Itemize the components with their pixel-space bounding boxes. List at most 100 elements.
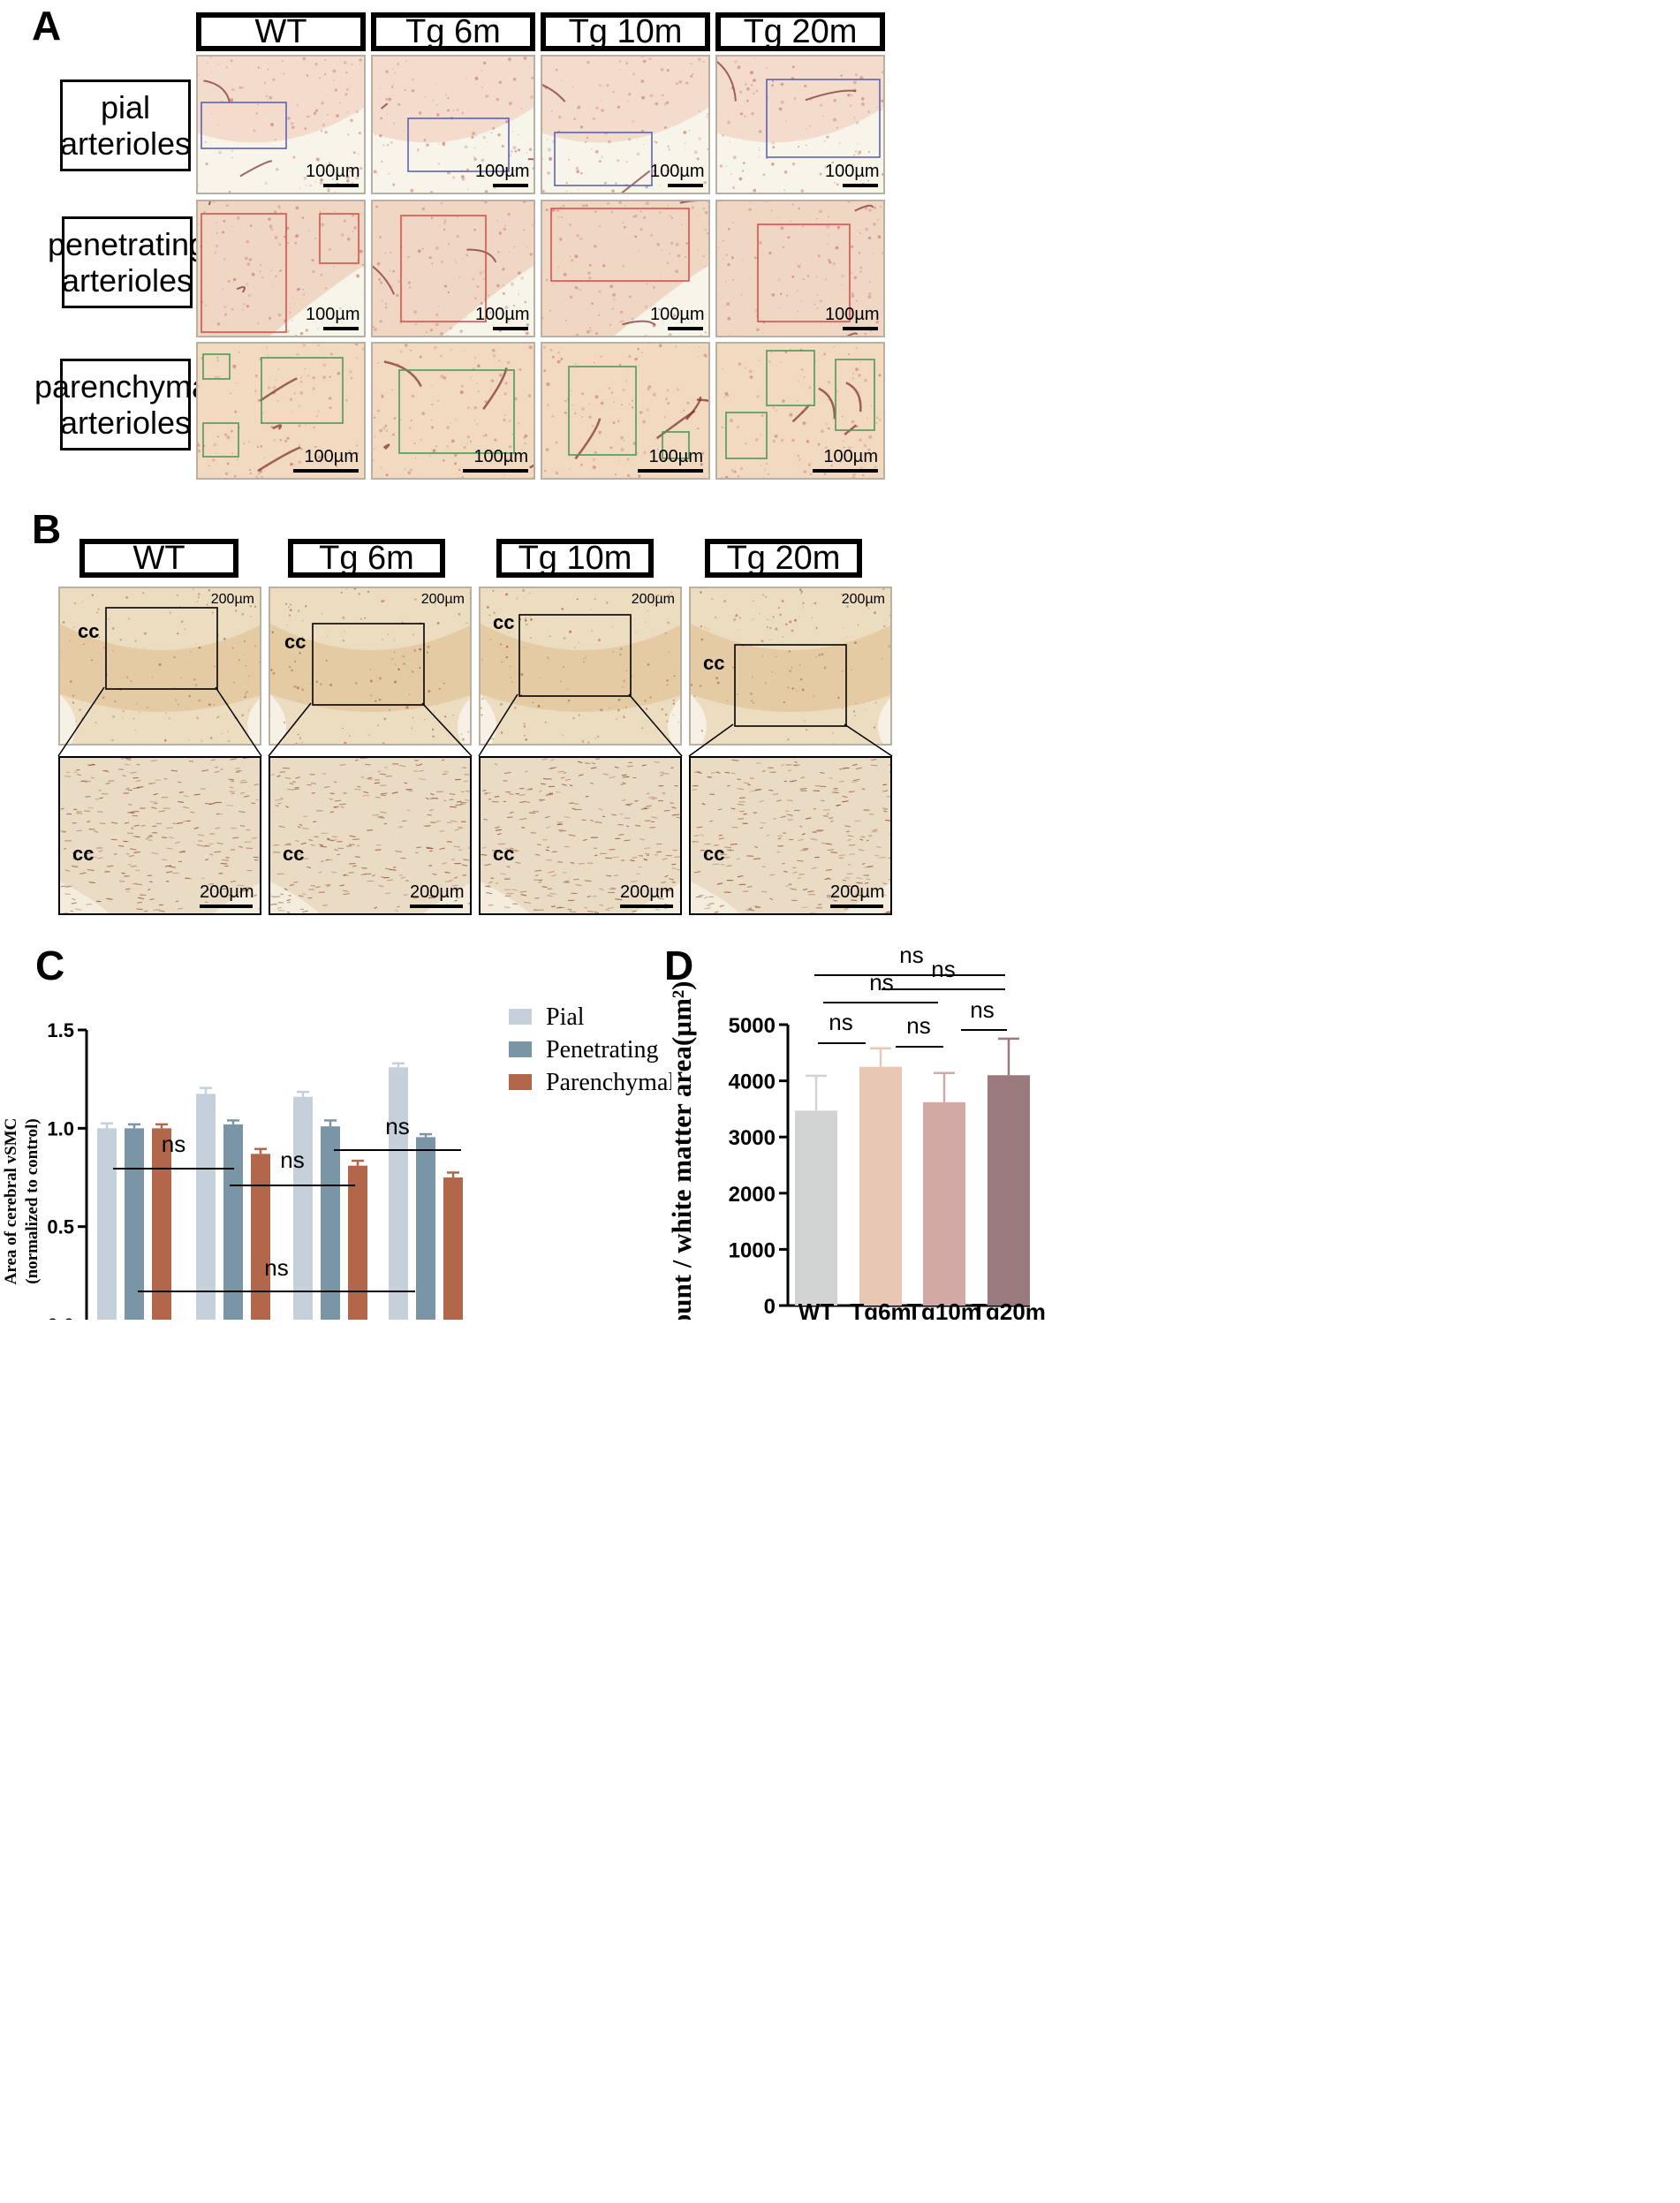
chart-d-ylabel: cell count / white matter area(µm²) <box>666 980 697 1320</box>
chart-c-ylabel-line2: (normalized to control) <box>23 1118 42 1284</box>
scale-bar-b-overview: 200µm <box>841 592 885 607</box>
chart-c-sig-label: ns <box>162 1131 185 1157</box>
row-label-pial: pial arterioles <box>60 79 191 171</box>
micrograph-a-r0-c1: 100µm <box>371 55 535 194</box>
chart-d-sig-label: ns <box>869 969 893 996</box>
chart-d-bar <box>988 1075 1030 1306</box>
region-label-cc: cc <box>78 620 100 642</box>
chart-d-bar <box>923 1102 965 1306</box>
region-label-cc: cc <box>703 652 725 674</box>
scale-bar-a: 100µm <box>650 162 705 187</box>
chart-d-xtick-label: Tg20m <box>972 1298 1046 1320</box>
scale-bar-label: 100µm <box>306 305 360 324</box>
scale-bar-a: 100µm <box>293 447 359 473</box>
region-label-cc: cc <box>284 631 306 653</box>
scale-bar-b-overview: 200µm <box>631 592 675 607</box>
chart-d: cell count / white matter area(µm²) 0 100… <box>666 945 1046 1320</box>
panel-a-header-wt: WT <box>196 12 366 51</box>
chart-c-ytick-label: 1.5 <box>47 1019 74 1041</box>
region-label-cc: cc <box>703 843 725 865</box>
panel-a-header-tg20m: Tg 20m <box>715 12 885 51</box>
region-label-cc: cc <box>72 843 95 865</box>
region-label-cc: cc <box>493 611 515 633</box>
chart-c-bar-pial <box>293 1096 313 1320</box>
micrograph-b-zoom-3: cc 200µm <box>689 756 892 915</box>
scale-bar-a: 100µm <box>306 162 360 187</box>
micrograph-a-r1-c0: 100µm <box>196 200 366 337</box>
micrograph-b-overview-3: cc 200µm <box>689 587 892 746</box>
scale-bar-label: 100µm <box>306 162 360 181</box>
chart-d-sig-label: ns <box>899 945 923 968</box>
chart-c-bar-penetrating <box>416 1137 435 1320</box>
scale-bar-label: 100µm <box>650 305 705 324</box>
micrograph-a-r1-c2: 100µm <box>541 200 710 337</box>
chart-c-bar-penetrating <box>125 1128 144 1320</box>
scale-bar-label: 100µm <box>823 447 878 466</box>
chart-c-sig-label: ns <box>264 1254 288 1281</box>
micrograph-a-r2-c2: 100µm <box>541 342 710 480</box>
micrograph-a-r1-c3: 100µm <box>715 200 885 337</box>
chart-c-ytick-label: 1.0 <box>47 1117 74 1139</box>
scale-bar-label: 100µm <box>825 162 880 181</box>
scale-bar-a: 100µm <box>638 447 703 473</box>
scale-bar-b-zoom: 200µm <box>410 882 465 908</box>
chart-c: Area of cerebral vSMC (normalized to con… <box>2 1003 671 1320</box>
region-label-cc: cc <box>283 843 305 865</box>
chart-c-sig-label: ns <box>280 1147 304 1173</box>
chart-c-legend-label: Penetrating <box>546 1036 659 1064</box>
chart-c-bar-parenchymal <box>443 1177 463 1320</box>
chart-c-bar-penetrating <box>321 1126 340 1320</box>
chart-d-ytick-label: 4000 <box>729 1071 776 1094</box>
scale-bar-label: 100µm <box>475 162 530 181</box>
chart-d-ytick-label: 1000 <box>729 1238 776 1262</box>
chart-c-legend-swatch <box>509 1074 532 1090</box>
panel-label-b: B <box>32 506 62 552</box>
scale-bar-label: 100µm <box>650 162 705 181</box>
scale-bar-label: 100µm <box>648 447 703 466</box>
panel-b-header-tg20m: Tg 20m <box>705 539 862 578</box>
panel-b-header-tg6m: Tg 6m <box>288 539 445 578</box>
micrograph-a-r2-c1: 100µm <box>371 342 535 480</box>
chart-d-xtick-label: WT <box>798 1298 835 1320</box>
row-label-penetrating: penetrating arterioles <box>48 216 207 308</box>
scale-bar-label: 100µm <box>475 305 530 324</box>
scale-bar-a: 100µm <box>650 305 705 330</box>
chart-c-bar-parenchymal <box>152 1128 171 1320</box>
chart-d-sig-label: ns <box>906 1012 930 1039</box>
micrograph-a-r0-c3: 100µm <box>715 55 885 194</box>
panel-a-header-tg6m: Tg 6m <box>371 12 535 51</box>
chart-d-ytick-label: 3000 <box>729 1126 776 1150</box>
micrograph-a-r0-c0: 100µm <box>196 55 366 194</box>
row-label-parenchymal: parenchymal arterioles <box>34 359 216 450</box>
chart-d-bar <box>795 1110 837 1306</box>
chart-d-xtick-label: Tg10m <box>907 1298 981 1320</box>
scale-bar-label: 100µm <box>304 447 359 466</box>
chart-d-sig-label: ns <box>931 956 955 982</box>
scale-bar-label: 200µm <box>200 882 254 902</box>
chart-c-ylabel-line1: Area of cerebral vSMC <box>2 1118 20 1285</box>
chart-c-bar-penetrating <box>223 1124 243 1320</box>
scale-bar-a: 100µm <box>475 305 530 330</box>
chart-d-xtick-label: Tg6m <box>850 1298 911 1320</box>
chart-c-legend-swatch <box>509 1009 532 1025</box>
row-label-parenchymal-line2: arterioles <box>59 405 192 441</box>
panel-a-header-tg10m: Tg 10m <box>541 12 710 51</box>
micrograph-b-zoom-2: cc 200µm <box>479 756 682 915</box>
row-label-pial-line2: arterioles <box>59 125 192 162</box>
chart-c-legend-swatch <box>509 1041 532 1057</box>
panel-b-header-tg10m: Tg 10m <box>496 539 654 578</box>
scale-bar-a: 100µm <box>475 162 530 187</box>
row-label-penetrating-line2: arterioles <box>61 262 193 299</box>
scale-bar-label: 100µm <box>825 305 880 324</box>
scale-bar-label: 200µm <box>620 882 675 902</box>
scale-bar-b-zoom: 200µm <box>620 882 675 908</box>
scale-bar-b-zoom: 200µm <box>200 882 254 908</box>
micrograph-a-r2-c0: 100µm <box>196 342 366 480</box>
row-label-pial-line1: pial <box>100 88 151 125</box>
micrograph-a-r2-c3: 100µm <box>715 342 885 480</box>
micrograph-b-zoom-1: cc 200µm <box>269 756 472 915</box>
scale-bar-a: 100µm <box>825 305 880 330</box>
panel-label-c: C <box>35 943 65 988</box>
micrograph-b-overview-2: cc 200µm <box>479 587 682 746</box>
micrograph-a-r1-c1: 100µm <box>371 200 535 337</box>
